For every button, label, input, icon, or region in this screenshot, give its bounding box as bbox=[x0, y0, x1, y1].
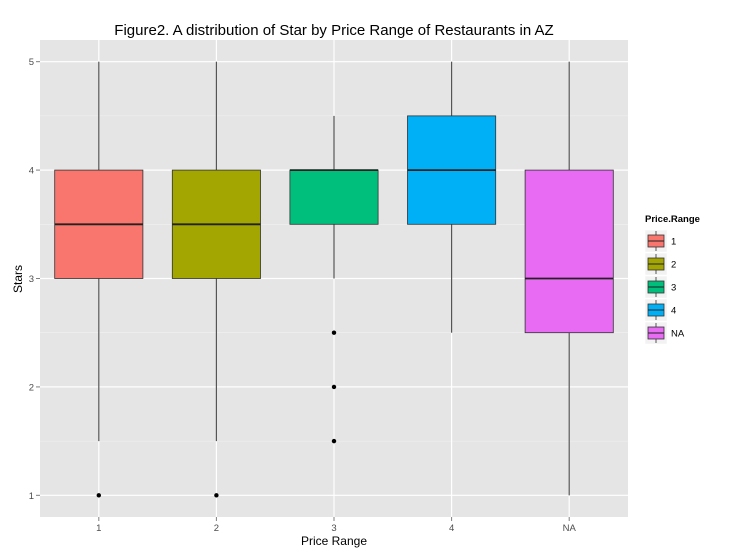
box bbox=[289, 169, 379, 225]
legend-label: 2 bbox=[671, 260, 676, 271]
x-tick-label: 4 bbox=[449, 523, 454, 534]
y-tick-label: 4 bbox=[29, 166, 34, 177]
legend-key bbox=[644, 229, 668, 253]
legend-label: NA bbox=[671, 329, 685, 340]
y-tick-label: 3 bbox=[29, 274, 34, 285]
legend: Price.Range 1 2 3 4 NA bbox=[644, 214, 700, 345]
legend-label: 1 bbox=[671, 237, 676, 248]
outlier-point bbox=[331, 384, 337, 390]
legend-key bbox=[644, 321, 668, 345]
box-group-2 bbox=[171, 61, 261, 498]
chart-title: Figure2. A distribution of Star by Price… bbox=[114, 22, 553, 39]
x-tick-label: 2 bbox=[214, 523, 219, 534]
legend-label: 4 bbox=[671, 306, 676, 317]
y-tick-label: 1 bbox=[29, 491, 34, 502]
y-tick-label: 5 bbox=[29, 57, 34, 68]
box bbox=[524, 169, 614, 334]
legend-title: Price.Range bbox=[645, 214, 700, 225]
outlier-point bbox=[331, 438, 337, 444]
box-group-NA bbox=[524, 61, 614, 496]
y-tick-label: 2 bbox=[29, 382, 34, 393]
outlier-point bbox=[214, 493, 219, 498]
outlier-point bbox=[96, 493, 102, 498]
outlier-point bbox=[331, 330, 337, 335]
box-group-3 bbox=[289, 115, 379, 444]
boxes bbox=[54, 61, 614, 498]
axes: 1 2 3 4 5 1 2 3 4 NA bbox=[29, 57, 577, 534]
x-tick-label: 1 bbox=[96, 523, 101, 534]
legend-key bbox=[644, 275, 668, 299]
x-tick-label: 3 bbox=[331, 523, 336, 534]
y-axis-title: Stars bbox=[11, 265, 25, 293]
legend-key bbox=[644, 252, 668, 276]
legend-label: 3 bbox=[671, 283, 676, 294]
x-tick-label: NA bbox=[563, 523, 577, 534]
x-axis-title: Price Range bbox=[301, 534, 367, 548]
box-group-1 bbox=[54, 61, 144, 498]
box-group-4 bbox=[407, 61, 497, 333]
legend-key bbox=[644, 298, 668, 322]
